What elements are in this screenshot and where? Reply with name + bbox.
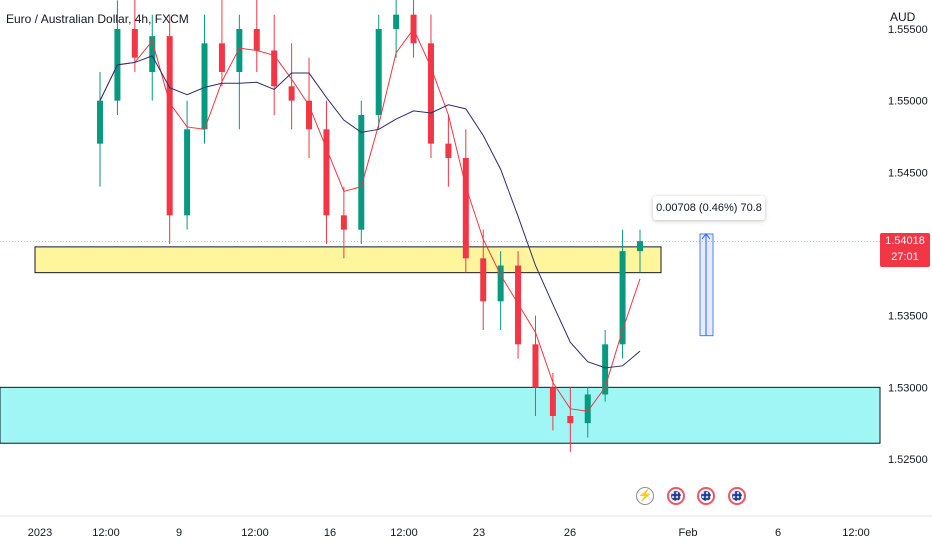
ma-slow-line [99, 55, 641, 369]
eu-flag-icon[interactable] [728, 487, 746, 505]
x-tick-label: 12:00 [92, 527, 120, 539]
candle-body[interactable] [497, 265, 504, 302]
candle-body[interactable] [515, 265, 522, 345]
candle-body[interactable] [288, 86, 295, 101]
candle-body[interactable] [375, 29, 382, 115]
x-tick-label: 26 [564, 527, 576, 539]
candle-body[interactable] [480, 258, 487, 302]
y-tick-label: 1.52500 [888, 454, 928, 466]
eu-flag-icon[interactable] [697, 487, 715, 505]
measure-arrowhead [701, 233, 711, 240]
flash-symbol: ⚡ [637, 488, 653, 502]
currency-label: AUD [890, 10, 916, 24]
last-price: 1.54018 [885, 235, 925, 247]
candle-body[interactable] [393, 14, 400, 29]
y-tick-label: 1.53000 [888, 382, 928, 394]
candle-body[interactable] [619, 251, 626, 345]
y-tick-label: 1.53500 [888, 311, 928, 323]
last-price-tag: 1.54018 27:01 [880, 233, 930, 267]
x-tick-label: Feb [679, 527, 698, 539]
y-tick-label: 1.55500 [888, 24, 928, 36]
candle-body[interactable] [549, 387, 556, 416]
candle-body[interactable] [602, 344, 609, 395]
candle-body[interactable] [131, 29, 138, 58]
candle-body[interactable] [584, 394, 591, 424]
candle-body[interactable] [166, 36, 173, 216]
candle-body[interactable] [253, 29, 260, 51]
candle-body[interactable] [149, 36, 156, 72]
candle-body[interactable] [637, 241, 643, 252]
flash-icon[interactable]: ⚡ [636, 487, 654, 505]
x-tick-label: 16 [324, 527, 336, 539]
x-tick-label: 2023 [28, 527, 52, 539]
candle-body[interactable] [271, 50, 278, 87]
candle-body[interactable] [427, 43, 434, 144]
ma-fast-line [99, 28, 641, 412]
candle-body[interactable] [97, 100, 103, 144]
x-tick-label: 6 [775, 527, 781, 539]
candle-body[interactable] [358, 115, 365, 230]
x-tick-label: 12:00 [241, 527, 269, 539]
candle-body[interactable] [201, 43, 208, 130]
candle-body[interactable] [445, 143, 452, 158]
candle-body[interactable] [532, 344, 539, 388]
candle-body[interactable] [323, 129, 330, 216]
resistance-zone[interactable] [34, 246, 662, 274]
bar-countdown: 27:01 [891, 251, 919, 263]
candle-body[interactable] [567, 416, 574, 424]
candle-body[interactable] [218, 43, 225, 72]
x-tick-label: 9 [176, 527, 182, 539]
x-tick-label: 12:00 [842, 527, 870, 539]
y-tick-label: 1.55000 [888, 96, 928, 108]
candle-body[interactable] [340, 215, 347, 230]
measure-label: 0.00708 (0.46%) 70.8 [653, 196, 765, 220]
x-tick-label: 23 [473, 527, 485, 539]
candle-body[interactable] [184, 129, 191, 216]
eu-flag-icon[interactable] [667, 487, 685, 505]
candle-body[interactable] [306, 100, 313, 130]
candle-body[interactable] [462, 158, 469, 259]
chart-title: Euro / Australian Dollar, 4h, FXCM [6, 12, 189, 26]
x-tick-label: 12:00 [390, 527, 418, 539]
candle-body[interactable] [236, 29, 243, 72]
y-tick-label: 1.54500 [888, 167, 928, 179]
support-zone[interactable] [0, 386, 881, 444]
